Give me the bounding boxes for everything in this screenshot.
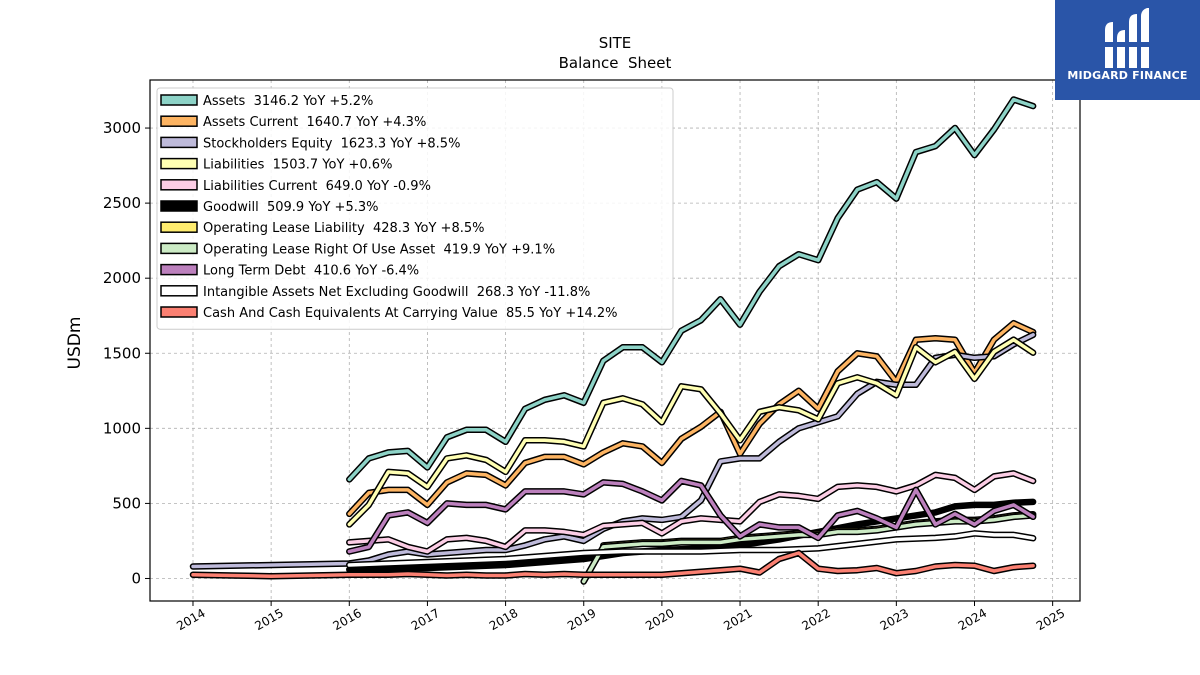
x-tick-label: 2018 (487, 606, 520, 633)
y-tick-label: 0 (131, 569, 141, 587)
legend-swatch (160, 136, 198, 149)
legend-label: Stockholders Equity 1623.3 YoY +8.5% (203, 136, 460, 151)
legend-label: Long Term Debt 410.6 YoY -6.4% (203, 264, 419, 279)
series-line (347, 471, 1035, 554)
legend-swatch (160, 263, 198, 276)
legend-box (156, 87, 674, 330)
legend-swatch (160, 115, 198, 127)
series-intangible-assets-net-excluding-goodwill (346, 530, 1037, 569)
legend-item: Assets 3146.2 YoY +5.2% (160, 94, 373, 109)
x-tick-label: 2019 (565, 606, 598, 633)
x-tick-label: 2023 (878, 606, 911, 633)
y-tick-label: 1000 (103, 419, 141, 437)
legend-item: Operating Lease Liability 428.3 YoY +8.5… (160, 221, 484, 236)
legend-label: Liabilities Current 649.0 YoY -0.9% (203, 179, 431, 194)
legend-label: Goodwill 509.9 YoY +5.3% (203, 200, 378, 215)
series-goodwill (346, 498, 1037, 573)
y-tick-label: 3000 (103, 119, 141, 137)
logo-text: MIDGARD FINANCE (1067, 69, 1188, 82)
y-tick-label: 2500 (103, 194, 141, 212)
legend-swatch (160, 179, 198, 191)
legend-item: Assets Current 1640.7 YoY +4.3% (160, 115, 426, 130)
legend-label: Intangible Assets Net Excluding Goodwill… (203, 285, 590, 300)
series-line (191, 551, 1035, 578)
x-tick-label: 2014 (174, 606, 207, 633)
logo-mark-icon (1105, 8, 1149, 68)
x-tick-label: 2022 (799, 606, 832, 633)
series-line (347, 531, 1035, 567)
series-assets (346, 96, 1037, 483)
series-line (347, 97, 1035, 482)
y-tick-label: 2000 (103, 269, 141, 287)
series-liabilities (346, 336, 1037, 528)
midgard-finance-logo: MIDGARD FINANCE (1055, 0, 1200, 100)
legend-swatch (160, 157, 198, 170)
legend-item: Liabilities Current 649.0 YoY -0.9% (160, 179, 431, 194)
legend-label: Operating Lease Liability 428.3 YoY +8.5… (203, 221, 484, 236)
legend-swatch (160, 242, 198, 255)
legend-item: Intangible Assets Net Excluding Goodwill… (160, 285, 590, 300)
legend-item: Liabilities 1503.7 YoY +0.6% (160, 157, 392, 173)
x-tick-label: 2017 (409, 606, 442, 633)
chart-title: SITE (599, 34, 632, 52)
legend-swatch (160, 200, 198, 212)
x-tick-label: 2016 (331, 606, 364, 633)
legend-label: Assets Current 1640.7 YoY +4.3% (203, 115, 426, 130)
y-tick-label: 500 (112, 494, 141, 512)
series-long-term-debt (346, 477, 1037, 555)
legend-label: Operating Lease Right Of Use Asset 419.9… (203, 242, 555, 257)
series-cash-and-cash-equivalents-at-carrying-value (189, 549, 1037, 580)
legend: Assets 3146.2 YoY +5.2% Assets Current 16… (156, 87, 674, 330)
series-line (347, 500, 1035, 572)
y-axis-label: USDm (65, 317, 85, 370)
plot-frame (149, 79, 1081, 602)
series-line (347, 479, 1035, 554)
legend-label: Assets 3146.2 YoY +5.2% (203, 94, 373, 109)
x-tick-label: 2015 (252, 606, 285, 633)
series-line (191, 333, 1035, 569)
series-stockholders-equity (189, 331, 1037, 570)
y-tick-label: 1500 (103, 344, 141, 362)
chart-subtitle: Balance Sheet (559, 54, 672, 72)
legend-item: Goodwill 509.9 YoY +5.3% (160, 200, 378, 215)
legend-item: Cash And Cash Equivalents At Carrying Va… (160, 306, 618, 321)
series-lines (189, 96, 1037, 585)
legend-item: Long Term Debt 410.6 YoY -6.4% (160, 263, 419, 279)
series-line (347, 337, 1035, 527)
legend-item: Stockholders Equity 1623.3 YoY +8.5% (160, 136, 460, 151)
legend-swatch (160, 285, 198, 297)
x-tick-label: 2021 (721, 606, 754, 633)
series-assets-current (346, 319, 1037, 518)
legend-swatch (160, 94, 198, 106)
legend-swatch (160, 221, 198, 233)
legend-label: Liabilities 1503.7 YoY +0.6% (203, 158, 392, 173)
series-line (347, 321, 1035, 516)
x-tick-label: 2025 (1034, 606, 1067, 633)
x-tick-label: 2024 (956, 606, 989, 633)
x-tick-label: 2020 (643, 606, 676, 633)
series-liabilities-current (346, 470, 1037, 555)
legend-label: Cash And Cash Equivalents At Carrying Va… (203, 306, 618, 321)
legend-item: Operating Lease Right Of Use Asset 419.9… (160, 242, 555, 257)
legend-swatch (160, 306, 198, 318)
